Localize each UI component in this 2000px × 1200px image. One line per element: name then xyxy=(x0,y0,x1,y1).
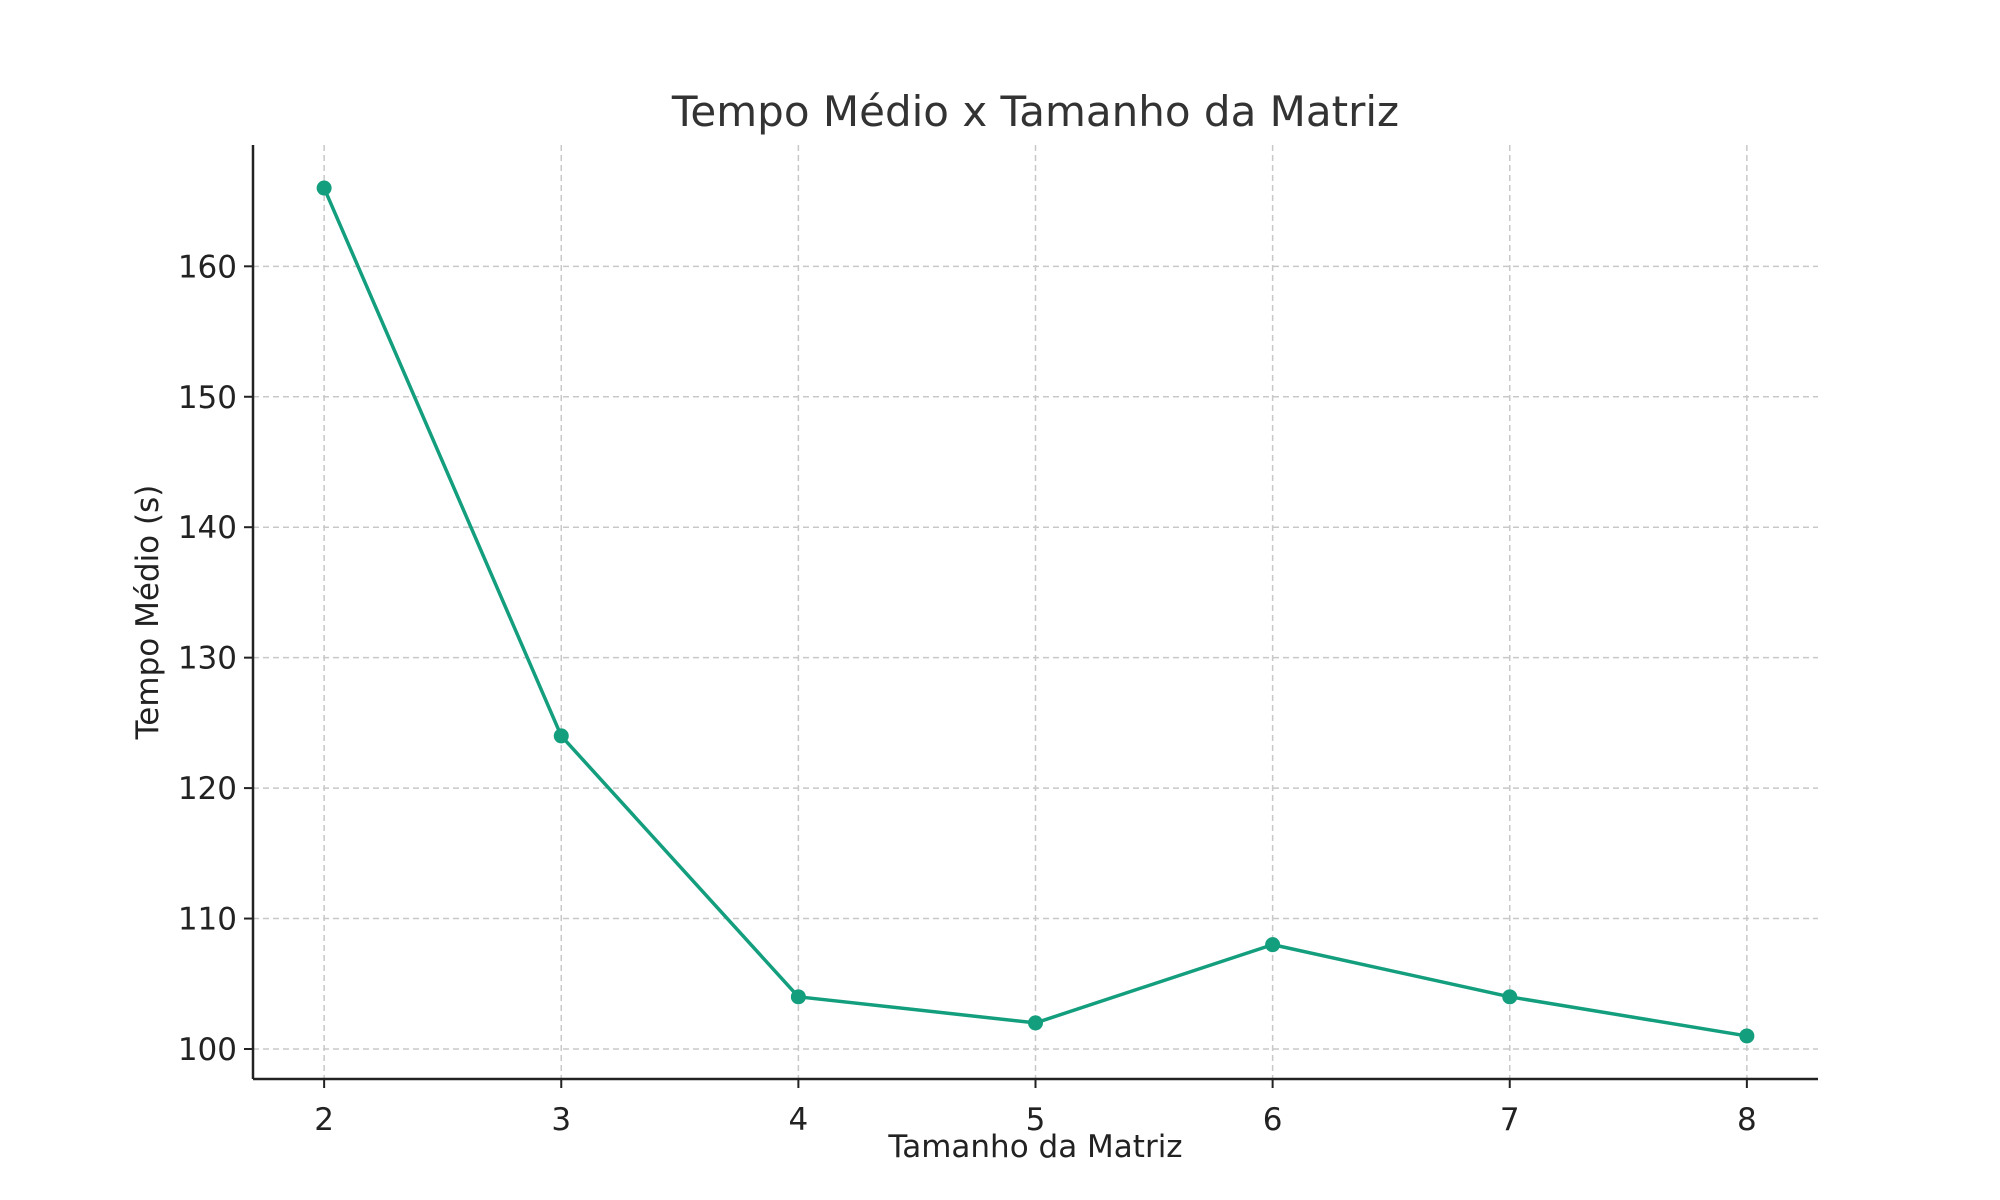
x-tick-label: 3 xyxy=(551,1102,571,1138)
x-axis-label: Tamanho da Matriz xyxy=(887,1129,1182,1165)
data-point xyxy=(316,180,332,196)
y-axis-label: Tempo Médio (s) xyxy=(130,485,166,741)
data-point xyxy=(1502,989,1518,1005)
chart-title: Tempo Médio x Tamanho da Matriz xyxy=(671,87,1399,136)
data-point xyxy=(790,989,806,1005)
y-tick-label: 140 xyxy=(178,510,237,546)
data-point xyxy=(1265,937,1281,953)
x-tick-label: 2 xyxy=(314,1102,334,1138)
y-tick-label: 100 xyxy=(178,1032,237,1068)
y-tick-label: 160 xyxy=(178,249,237,285)
data-point xyxy=(553,728,569,744)
y-tick-label: 130 xyxy=(178,641,237,677)
y-tick-label: 110 xyxy=(178,902,237,938)
x-tick-label: 5 xyxy=(1026,1102,1046,1138)
grid xyxy=(253,145,1818,1079)
x-tick-label: 7 xyxy=(1500,1102,1520,1138)
x-tick-label: 4 xyxy=(789,1102,809,1138)
x-tick-label: 6 xyxy=(1263,1102,1283,1138)
data-point xyxy=(1739,1028,1755,1044)
y-tick-label: 120 xyxy=(178,771,237,807)
series xyxy=(316,180,1755,1044)
x-tick-label: 8 xyxy=(1737,1102,1757,1138)
y-tick-label: 150 xyxy=(178,380,237,416)
tick-labels: 2 3 4 5 6 7 8 100 110 120 130 140 150 160 xyxy=(178,249,1757,1138)
data-point xyxy=(1028,1015,1043,1031)
